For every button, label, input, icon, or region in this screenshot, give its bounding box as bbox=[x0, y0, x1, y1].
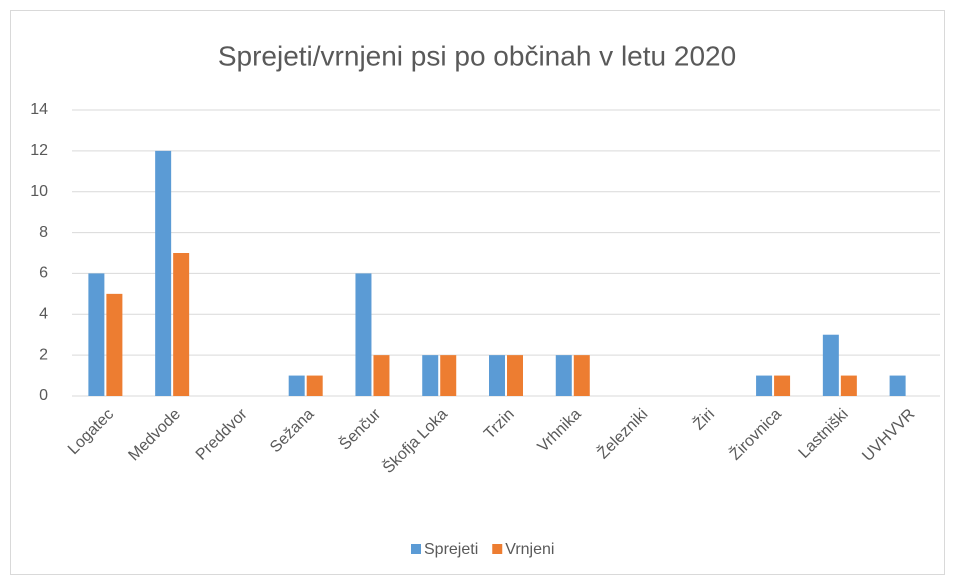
bar bbox=[355, 273, 372, 396]
bar bbox=[106, 293, 123, 396]
y-tick-label: 10 bbox=[30, 183, 48, 200]
bar bbox=[88, 273, 105, 396]
legend-swatch bbox=[411, 544, 421, 554]
bar bbox=[155, 150, 172, 396]
y-tick-label: 14 bbox=[30, 101, 48, 118]
bar bbox=[822, 334, 839, 396]
y-tick-label: 12 bbox=[30, 142, 48, 159]
bar bbox=[555, 355, 572, 396]
chart-title: Sprejeti/vrnjeni psi po občinah v letu 2… bbox=[218, 40, 736, 71]
legend-label: Sprejeti bbox=[424, 541, 478, 558]
bar bbox=[507, 355, 523, 396]
bar bbox=[756, 375, 773, 396]
bar bbox=[173, 253, 190, 396]
bar bbox=[573, 355, 590, 396]
bar bbox=[840, 375, 857, 396]
chart-frame bbox=[10, 10, 945, 575]
bar bbox=[422, 355, 439, 396]
bar bbox=[774, 375, 791, 396]
bar bbox=[373, 355, 390, 396]
y-tick-label: 0 bbox=[39, 387, 48, 404]
legend-swatch bbox=[492, 544, 503, 554]
bar bbox=[440, 355, 457, 396]
y-tick-label: 4 bbox=[39, 306, 48, 323]
legend-label: Vrnjeni bbox=[505, 541, 554, 558]
y-tick-label: 8 bbox=[39, 224, 48, 241]
bar bbox=[489, 355, 505, 396]
y-tick-label: 2 bbox=[39, 346, 48, 363]
y-tick-label: 6 bbox=[39, 265, 48, 282]
bar bbox=[288, 375, 305, 396]
bar bbox=[889, 375, 906, 396]
bar bbox=[306, 375, 323, 396]
